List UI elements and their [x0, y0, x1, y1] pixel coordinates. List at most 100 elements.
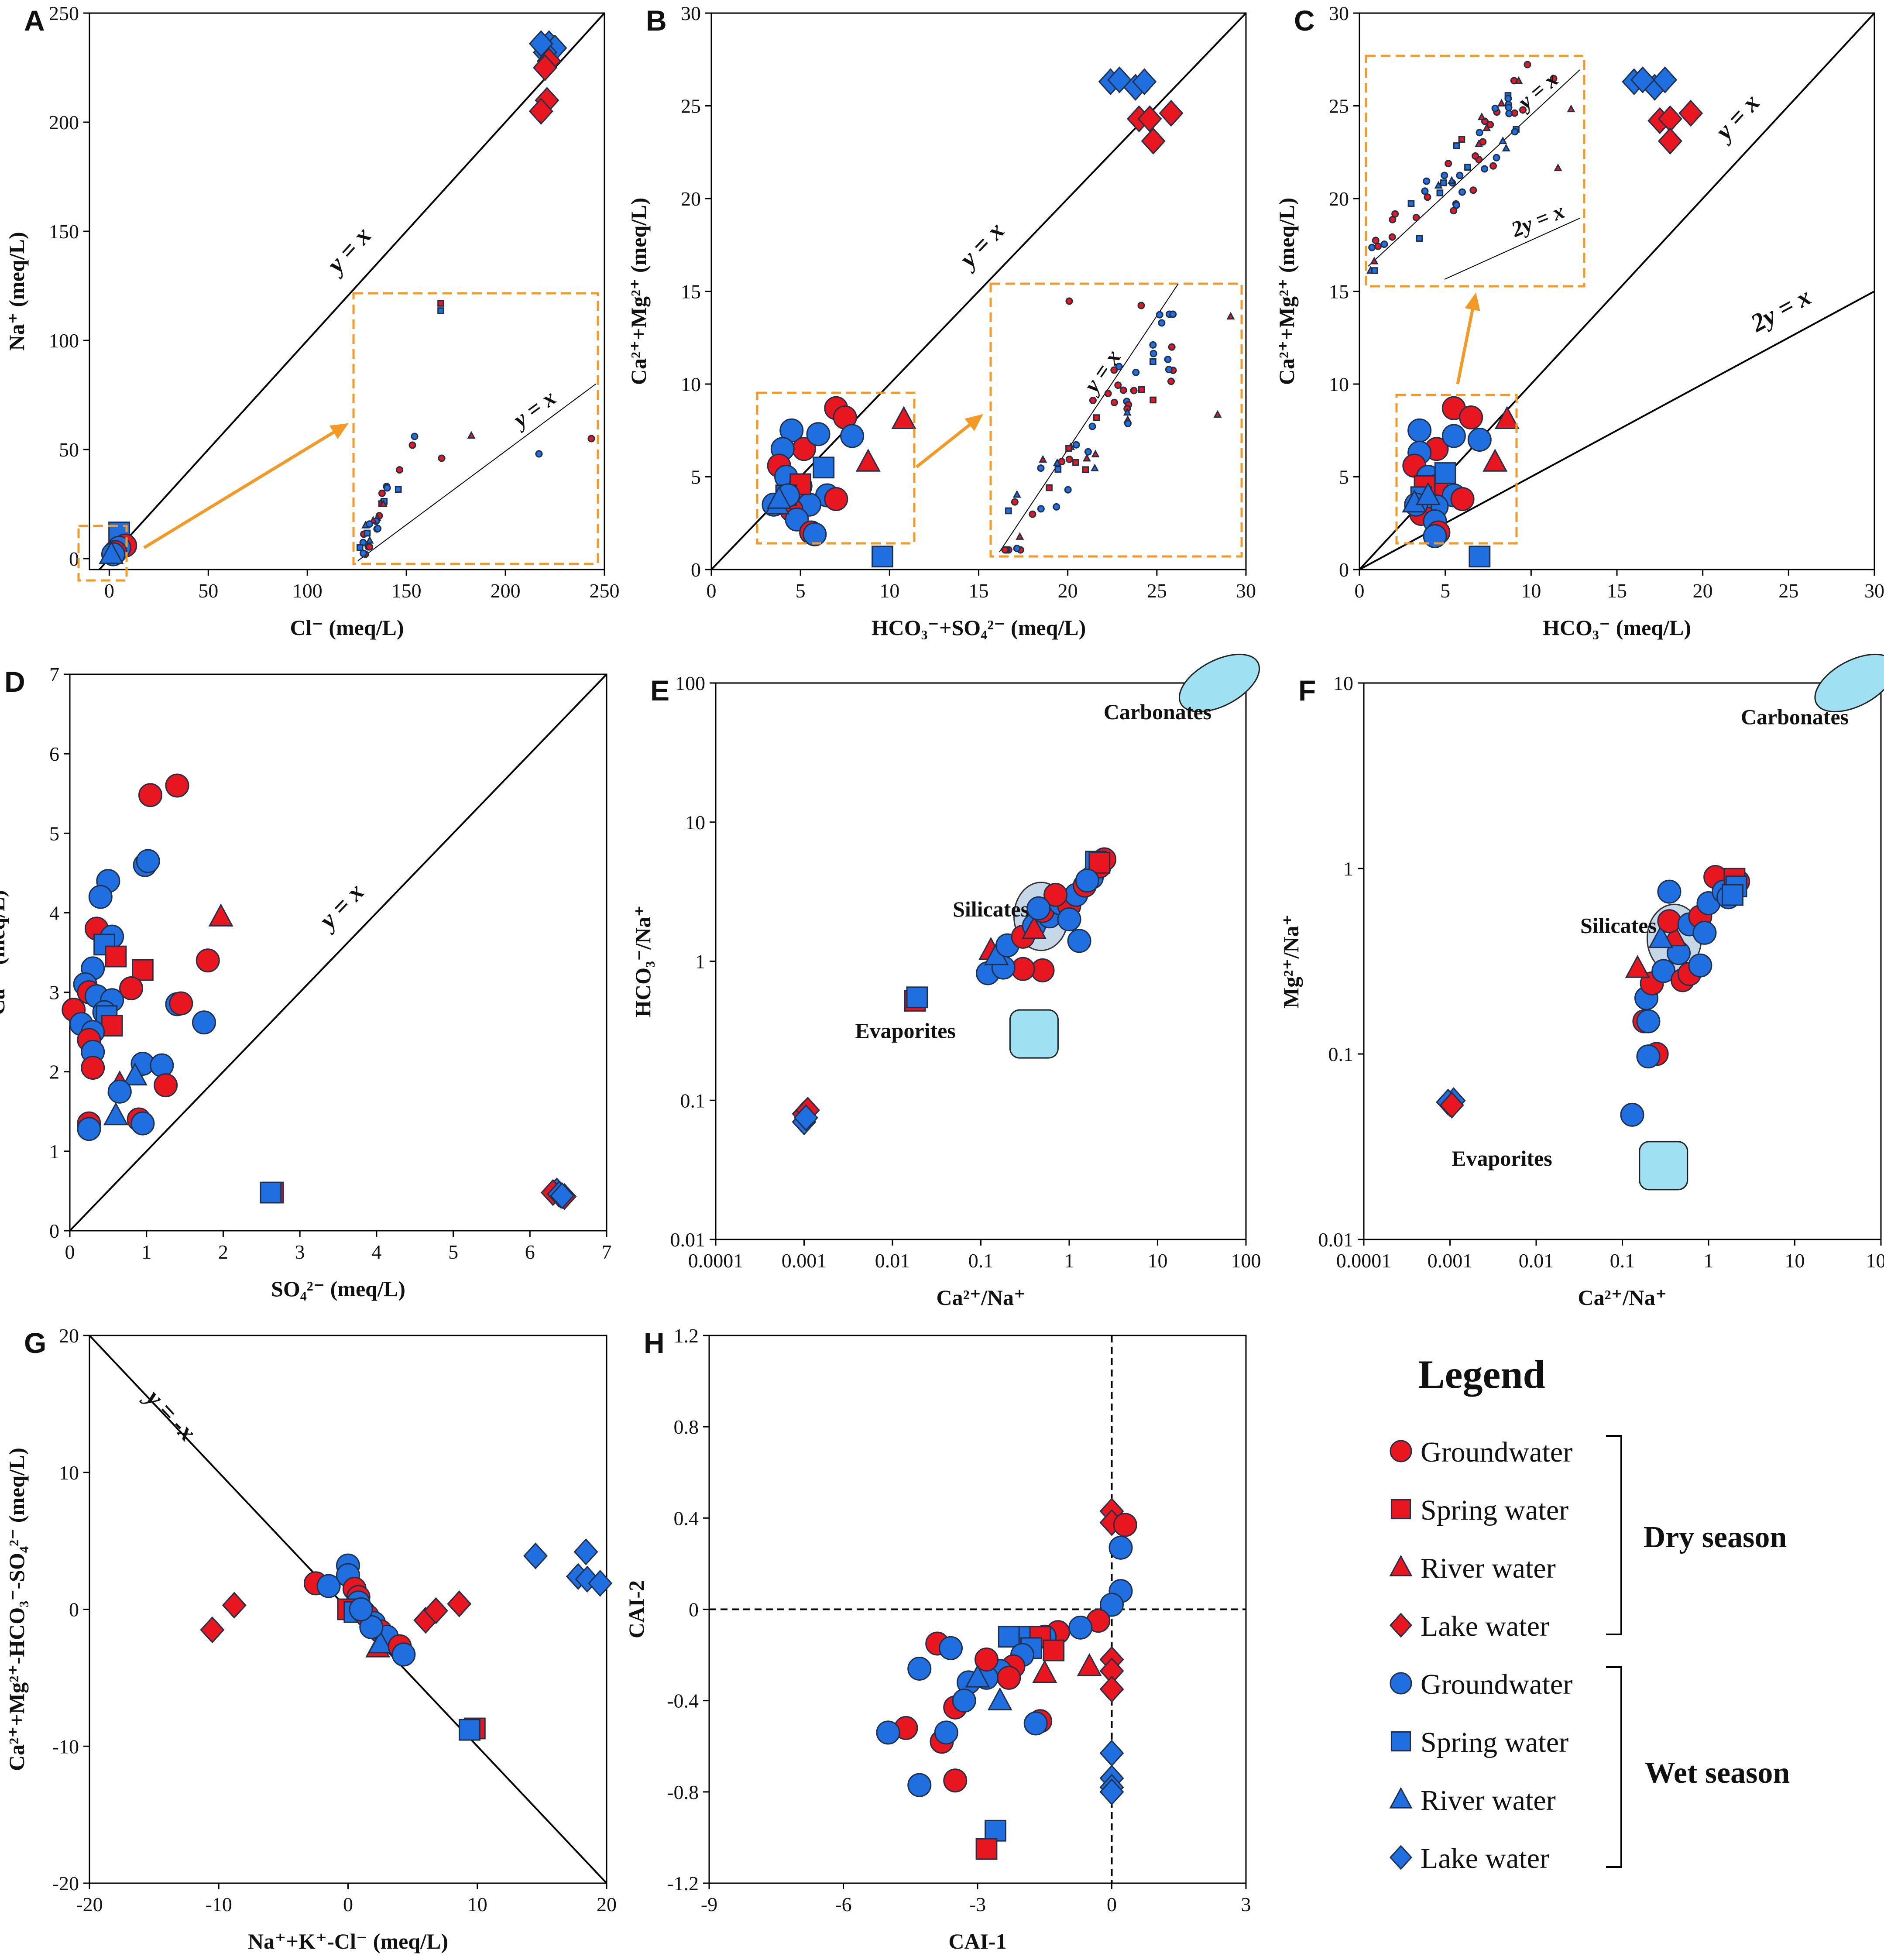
zoom-arrow — [1456, 296, 1477, 384]
point-groundwater-wet — [316, 1574, 341, 1598]
inset-point — [1110, 366, 1118, 374]
y-tick-label: 0.4 — [674, 1507, 699, 1529]
x-axis-label: HCO₃⁻ (meq/L) — [1543, 615, 1691, 640]
point-groundwater-wet — [88, 885, 113, 909]
x-tick-label: 5 — [796, 580, 806, 602]
point-spring-water-dry — [1088, 852, 1111, 874]
reference-line-label: y = x — [319, 221, 377, 280]
x-tick-label: 0.1 — [1610, 1249, 1635, 1272]
point-groundwater-dry — [1450, 487, 1475, 511]
inset-reference-line — [1444, 218, 1580, 280]
point-groundwater-wet — [1026, 896, 1051, 920]
inset-point — [1450, 207, 1458, 215]
legend-marker-diamond-wet — [1389, 1845, 1413, 1870]
axis-ticks: -9 -6 -3 0 3 -1.2 -0.8 -0.4 0 0.4 0.8 1.2 — [667, 1325, 1251, 1915]
point-lake-water-dry — [1678, 100, 1703, 127]
plot-frame — [1363, 682, 1882, 1240]
data-points — [200, 1538, 613, 1741]
point-river-water-wet — [766, 486, 792, 509]
inset-point — [396, 466, 404, 474]
inset-point — [1149, 341, 1157, 349]
y-tick-label: 0.1 — [680, 1089, 706, 1112]
inset-point — [1088, 422, 1096, 430]
inset-point — [383, 484, 391, 492]
inset-point — [1114, 381, 1122, 389]
inset-point — [1167, 378, 1175, 385]
panel-label: B — [646, 4, 667, 37]
y-tick-label: 100 — [675, 672, 705, 694]
inset-point — [1053, 503, 1060, 511]
y-tick-label: 0.8 — [674, 1416, 699, 1438]
point-spring-water-wet — [906, 986, 928, 1009]
point-lake-water-wet — [1653, 66, 1678, 93]
region-label: Evaporites — [1452, 1146, 1552, 1171]
x-tick-label: -10 — [206, 1893, 232, 1915]
panel-d: D 0 1 2 3 4 5 6 7 0 1 2 3 4 5 6 7 SO₄²⁻ (meq/L) Ca²⁺ (meq/… — [0, 663, 612, 1301]
inset-point — [1029, 510, 1036, 518]
inset-point — [1550, 75, 1558, 82]
inset-point — [1389, 216, 1397, 223]
x-axis-label: SO₄²⁻ (meq/L) — [271, 1277, 405, 1301]
point-lake-water-dry — [423, 1597, 448, 1624]
point-lake-water-dry — [1137, 105, 1162, 133]
inset-point — [1005, 507, 1012, 515]
axis-ticks: 0.0001 0.001 0.01 0.1 1 10 100 0.01 0.1 1 10 — [1318, 672, 1884, 1272]
inset-point — [1165, 366, 1173, 374]
y-tick-label: 15 — [1329, 281, 1349, 303]
inset-point — [1065, 297, 1073, 305]
y-tick-label: 1 — [1343, 858, 1353, 880]
x-tick-label: 0 — [65, 1241, 75, 1263]
x-tick-label: 0.001 — [1428, 1249, 1473, 1272]
inset-point — [1407, 200, 1415, 207]
zoom-arrow — [915, 415, 981, 468]
panel-label: D — [4, 666, 25, 698]
legend-item-label: Groundwater — [1421, 1668, 1572, 1700]
point-spring-water-dry — [132, 959, 154, 981]
point-groundwater-dry — [119, 976, 144, 1000]
point-lake-water-dry — [1439, 1092, 1464, 1119]
region-label: Carbonates — [1741, 704, 1849, 729]
inset-point — [1469, 186, 1477, 194]
inset-point — [1416, 235, 1423, 242]
inset-point — [1445, 160, 1452, 168]
x-tick-label: 100 — [1866, 1249, 1884, 1272]
y-tick-label: 3 — [49, 982, 59, 1004]
x-tick-label: 10 — [1521, 580, 1541, 602]
point-spring-water-wet — [998, 1626, 1020, 1648]
y-tick-label: 100 — [49, 330, 79, 352]
point-lake-water-wet — [1630, 66, 1655, 93]
y-tick-label: 0 — [689, 1599, 699, 1621]
inset-point — [1486, 121, 1494, 129]
y-tick-label: -0.4 — [667, 1690, 699, 1712]
y-tick-label: 6 — [49, 743, 59, 765]
point-river-water-wet — [1648, 925, 1674, 948]
point-spring-water-wet — [1434, 462, 1456, 484]
point-groundwater-dry — [997, 1665, 1021, 1690]
point-groundwater-dry — [196, 948, 220, 973]
inset-point — [1372, 237, 1380, 244]
point-groundwater-dry — [824, 487, 848, 511]
point-river-water-wet — [368, 1630, 393, 1654]
inset-point — [1012, 490, 1021, 498]
reference-line — [70, 674, 607, 1231]
legend-marker-triangle-wet — [1389, 1787, 1413, 1809]
y-tick-label: 250 — [49, 2, 79, 24]
point-spring-water-wet — [459, 1719, 480, 1741]
point-groundwater-dry — [169, 991, 193, 1016]
inset-point — [1130, 387, 1138, 395]
point-lake-water-dry — [447, 1590, 472, 1617]
y-tick-label: 4 — [49, 902, 59, 924]
y-tick-label: 200 — [49, 111, 79, 134]
x-tick-label: 200 — [491, 580, 521, 602]
point-groundwater-dry — [943, 1768, 968, 1793]
x-tick-label: 100 — [292, 580, 323, 602]
inset-point — [1524, 61, 1531, 69]
reference-line-label: y = -x — [139, 1382, 202, 1446]
inset-point — [1388, 233, 1396, 241]
inset-line-label: y = x — [507, 385, 560, 434]
inset-point — [1464, 164, 1471, 171]
panel-e: E 0.0001 0.001 0.01 0.1 1 10 100 0.01 0.1 1 10 100 Ca… — [631, 653, 1261, 1310]
inset-point — [1368, 244, 1376, 251]
inset-zoom-panel-c — [1365, 55, 1585, 545]
y-tick-label: 2 — [49, 1061, 59, 1083]
